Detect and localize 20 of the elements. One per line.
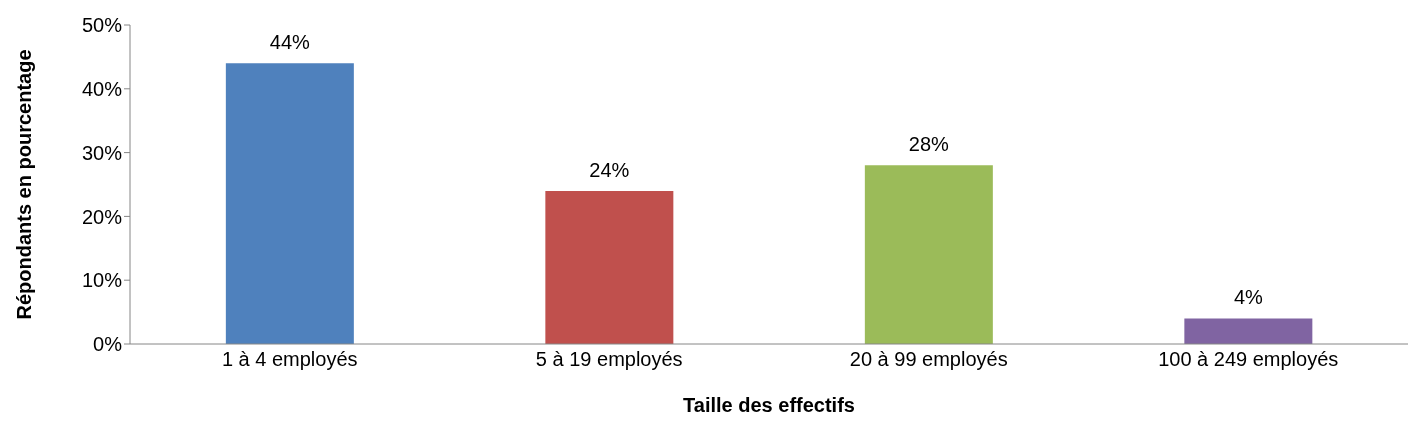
data-label: 28% (908, 133, 950, 156)
data-label: 24% (589, 158, 630, 181)
y-tick-label: 40% (81, 77, 123, 100)
y-tick-label: 50% (81, 14, 123, 37)
y-axis-title: Répondants en pourcentage (13, 49, 36, 320)
x-tick-label: 20 à 99 employés (849, 348, 1008, 371)
bar (1184, 318, 1313, 344)
y-tick-label: 10% (81, 269, 123, 292)
y-tick-label: 0% (93, 333, 123, 356)
bar (545, 190, 674, 344)
data-label: 4% (1233, 286, 1264, 309)
x-tick-label: 5 à 19 employés (535, 348, 683, 371)
x-axis-title: Taille des effectifs (683, 394, 855, 416)
x-tick-label: 100 à 249 employés (1158, 348, 1339, 371)
bar (225, 63, 354, 344)
x-tick-label: 1 à 4 employés (221, 348, 358, 371)
y-tick-label: 30% (81, 141, 123, 164)
data-label: 44% (269, 31, 311, 54)
y-tick-label: 20% (81, 205, 123, 228)
bar (864, 165, 993, 344)
